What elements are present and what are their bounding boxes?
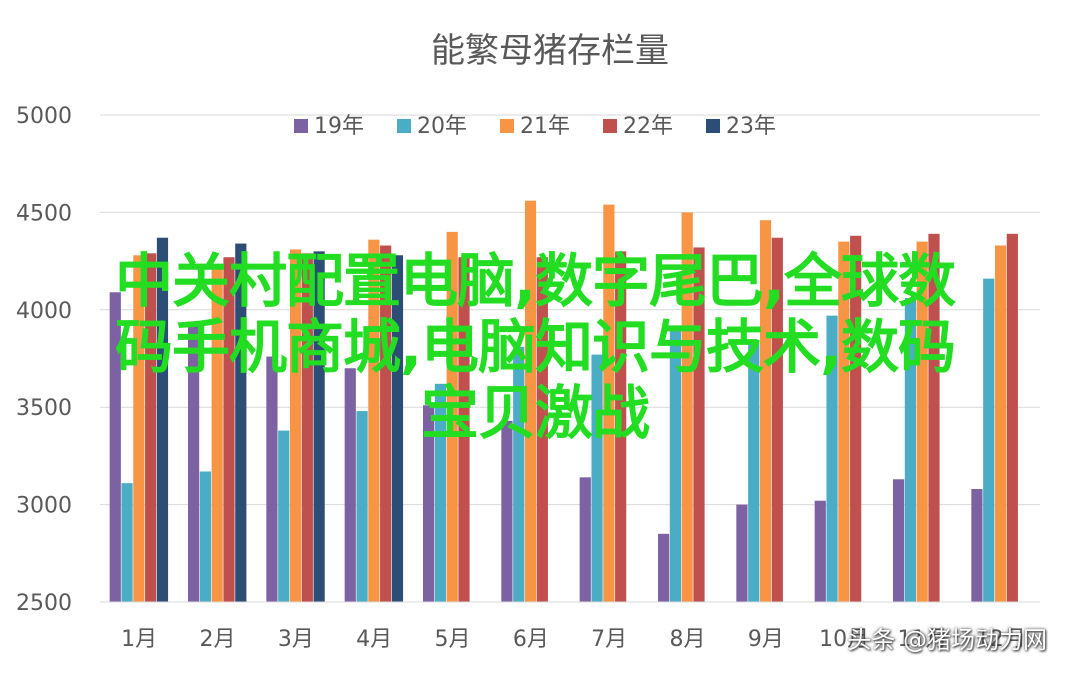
- bar: [893, 479, 905, 602]
- bar: [994, 245, 1007, 603]
- y-tick-label: 4000: [16, 299, 72, 324]
- bar: [368, 239, 380, 602]
- bar: [658, 533, 670, 602]
- x-tick-label: 7月: [591, 627, 627, 652]
- bar: [838, 241, 850, 602]
- bar: [579, 477, 591, 602]
- bar: [121, 483, 133, 602]
- x-tick-label: 4月: [356, 627, 392, 652]
- bar: [904, 298, 916, 602]
- legend-swatch: [603, 119, 617, 133]
- x-tick-label: 9月: [748, 627, 784, 652]
- bar: [391, 255, 404, 603]
- bar: [199, 471, 211, 602]
- bar: [188, 321, 200, 602]
- legend-swatch: [294, 119, 308, 133]
- bar: [109, 292, 121, 602]
- y-tick-label: 5000: [16, 104, 72, 129]
- x-tick-label: 2月: [200, 627, 236, 652]
- x-tick-label: 12月: [976, 627, 1026, 652]
- x-tick-label: 11月: [898, 627, 948, 652]
- bar: [681, 212, 693, 602]
- bar: [1006, 233, 1018, 602]
- watermark-text: 头条 @猪场动力网: [847, 626, 1047, 654]
- bar: [771, 237, 783, 602]
- bar: [536, 257, 548, 602]
- bar: [928, 233, 940, 602]
- bar: [983, 278, 995, 602]
- bar: [235, 243, 247, 602]
- bar: [458, 257, 470, 602]
- y-tick-label: 3000: [16, 494, 72, 519]
- bar: [313, 251, 325, 603]
- bar: [156, 237, 169, 602]
- legend-swatch: [706, 119, 720, 133]
- bar: [133, 255, 145, 603]
- x-tick-label: 10月: [819, 627, 869, 652]
- y-tick-label: 3500: [16, 396, 72, 421]
- legend-label: 19年: [314, 114, 364, 139]
- bar: [289, 249, 302, 603]
- bar: [145, 253, 157, 603]
- bar: [669, 327, 681, 602]
- chart-title: 能繁母猪存栏量: [431, 31, 669, 71]
- bar: [693, 247, 705, 603]
- bar: [850, 235, 862, 602]
- bar: [603, 204, 615, 602]
- bar: [736, 504, 748, 602]
- bar: [344, 368, 356, 602]
- x-tick-label: 3月: [278, 627, 314, 652]
- legend-label: 21年: [520, 114, 570, 139]
- bar: [266, 356, 278, 602]
- legend-label: 22年: [623, 114, 673, 139]
- bar: [446, 231, 458, 602]
- bar: [223, 257, 235, 602]
- bar: [211, 266, 223, 602]
- bar: [434, 383, 446, 602]
- bar: [826, 315, 838, 602]
- x-tick-label: 5月: [435, 627, 471, 652]
- legend-swatch: [500, 119, 514, 133]
- bar: [759, 220, 772, 602]
- bar: [591, 354, 603, 602]
- x-tick-label: 1月: [121, 627, 157, 652]
- legend-swatch: [397, 119, 411, 133]
- bar: [501, 420, 513, 602]
- y-tick-label: 2500: [16, 591, 72, 616]
- bar: [971, 489, 983, 602]
- y-tick-label: 4500: [16, 201, 72, 226]
- bar: [301, 253, 313, 603]
- bar: [423, 405, 435, 602]
- bar: [356, 411, 368, 602]
- x-tick-label: 6月: [513, 627, 549, 652]
- bar: [380, 245, 392, 603]
- bar: [513, 346, 525, 602]
- legend-label: 23年: [726, 114, 776, 139]
- bar: [916, 241, 928, 602]
- bar: [615, 251, 627, 603]
- bar: [278, 430, 290, 602]
- bar: [524, 200, 537, 602]
- legend-label: 20年: [417, 114, 467, 139]
- x-tick-label: 8月: [670, 627, 706, 652]
- bar: [814, 500, 826, 602]
- bar: [748, 342, 760, 602]
